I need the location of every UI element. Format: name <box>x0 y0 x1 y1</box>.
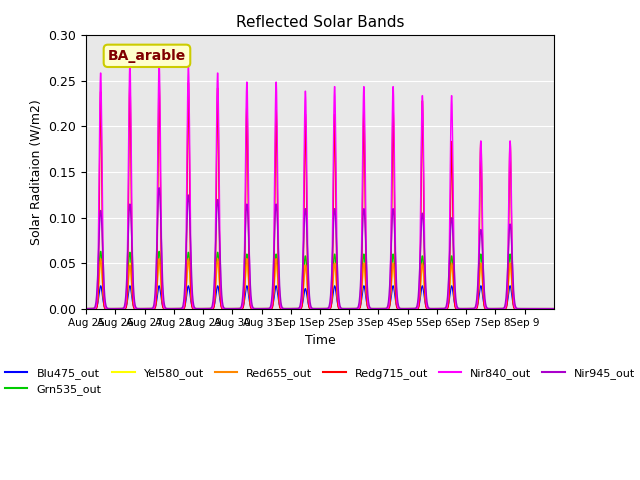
Grn535_out <box>156 251 163 256</box>
Yel580_out <box>545 306 552 312</box>
Yel580_out <box>156 258 163 264</box>
Nir945_out <box>499 306 506 312</box>
Red655_out <box>83 306 90 312</box>
Redg715_out <box>545 306 552 312</box>
Yel580_out <box>499 306 506 312</box>
Grn535_out <box>97 249 104 254</box>
Grn535_out <box>307 306 315 312</box>
Line: Yel580_out: Yel580_out <box>86 260 554 309</box>
Line: Red655_out: Red655_out <box>86 259 554 309</box>
Nir945_out <box>521 306 529 312</box>
Blu475_out <box>299 301 307 307</box>
Red655_out <box>307 306 315 312</box>
Nir945_out <box>550 306 557 312</box>
Yel580_out <box>155 257 163 263</box>
Redg715_out <box>299 297 307 303</box>
Nir840_out <box>299 276 307 282</box>
Line: Redg715_out: Redg715_out <box>86 83 554 309</box>
Y-axis label: Solar Raditaion (W/m2): Solar Raditaion (W/m2) <box>30 99 43 245</box>
Redg715_out <box>307 306 315 312</box>
Blu475_out <box>521 306 529 312</box>
Grn535_out <box>545 306 552 312</box>
Yel580_out <box>307 306 315 312</box>
Redg715_out <box>499 306 506 312</box>
Grn535_out <box>550 306 557 312</box>
Nir840_out <box>521 306 529 312</box>
Blu475_out <box>550 306 557 312</box>
Red655_out <box>499 306 506 312</box>
Redg715_out <box>126 80 134 86</box>
Grn535_out <box>499 306 506 312</box>
Nir945_out <box>307 304 315 310</box>
Nir840_out <box>307 306 315 312</box>
Nir945_out <box>83 306 90 312</box>
Red655_out <box>97 256 104 262</box>
Nir840_out <box>126 61 134 67</box>
Line: Blu475_out: Blu475_out <box>86 286 554 309</box>
Redg715_out <box>550 306 557 312</box>
Red655_out <box>299 298 307 303</box>
Yel580_out <box>521 306 529 312</box>
Blu475_out <box>545 306 552 312</box>
Nir840_out <box>545 306 552 312</box>
Red655_out <box>545 306 552 312</box>
Nir945_out <box>430 306 438 312</box>
Line: Nir945_out: Nir945_out <box>86 188 554 309</box>
Blu475_out <box>499 306 506 312</box>
Legend: Blu475_out, Grn535_out, Yel580_out, Red655_out, Redg715_out, Nir840_out, Nir945_: Blu475_out, Grn535_out, Yel580_out, Red6… <box>1 363 639 400</box>
Yel580_out <box>430 306 438 312</box>
Line: Grn535_out: Grn535_out <box>86 252 554 309</box>
Redg715_out <box>430 306 438 312</box>
Yel580_out <box>83 306 90 312</box>
Nir840_out <box>156 72 163 77</box>
Yel580_out <box>550 306 557 312</box>
Grn535_out <box>83 306 90 312</box>
Nir840_out <box>550 306 557 312</box>
Red655_out <box>521 306 529 312</box>
Text: BA_arable: BA_arable <box>108 49 186 63</box>
Redg715_out <box>156 95 163 101</box>
Nir945_out <box>156 188 163 193</box>
Blu475_out <box>83 306 90 312</box>
Nir945_out <box>155 185 163 191</box>
Yel580_out <box>299 296 307 301</box>
Nir840_out <box>430 306 438 312</box>
Red655_out <box>550 306 557 312</box>
Red655_out <box>156 258 163 264</box>
Nir840_out <box>499 306 506 312</box>
Line: Nir840_out: Nir840_out <box>86 64 554 309</box>
Nir840_out <box>83 306 90 312</box>
Title: Reflected Solar Bands: Reflected Solar Bands <box>236 15 404 30</box>
Redg715_out <box>521 306 529 312</box>
Grn535_out <box>299 293 307 299</box>
Blu475_out <box>97 283 104 289</box>
Grn535_out <box>521 306 529 312</box>
Redg715_out <box>83 306 90 312</box>
Nir945_out <box>545 306 552 312</box>
Blu475_out <box>307 306 315 312</box>
Blu475_out <box>156 284 163 289</box>
Grn535_out <box>430 306 438 312</box>
Blu475_out <box>430 306 438 312</box>
Red655_out <box>430 306 438 312</box>
Nir945_out <box>299 270 307 276</box>
X-axis label: Time: Time <box>305 334 335 347</box>
